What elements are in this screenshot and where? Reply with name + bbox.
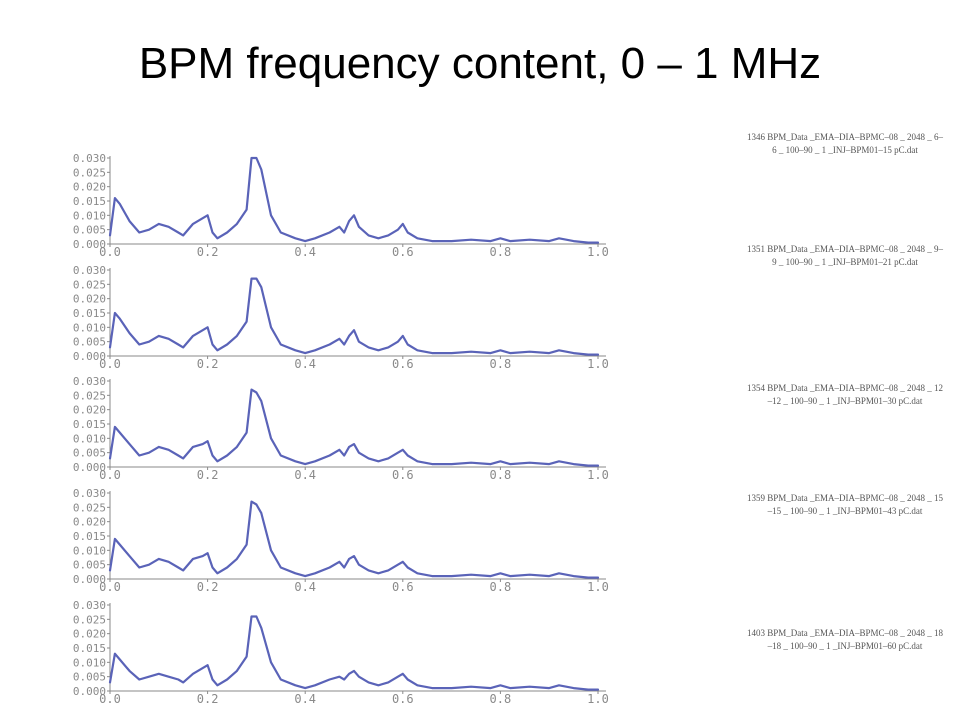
x-tick-label: 0.2 bbox=[197, 357, 219, 371]
x-tick-label: 0.4 bbox=[294, 357, 316, 371]
y-tick-label: 0.015 bbox=[73, 418, 106, 431]
x-tick-label: 0.0 bbox=[99, 245, 121, 259]
y-tick-label: 0.025 bbox=[73, 166, 106, 179]
x-tick-label: 0.4 bbox=[294, 468, 316, 482]
x-tick-label: 1.0 bbox=[587, 357, 609, 371]
x-tick-label: 0.6 bbox=[392, 468, 414, 482]
y-tick-label: 0.010 bbox=[73, 432, 106, 445]
y-tick-label: 0.005 bbox=[73, 447, 106, 460]
x-tick-label: 0.2 bbox=[197, 580, 219, 594]
x-tick-label: 0.4 bbox=[294, 580, 316, 594]
x-tick-label: 0.6 bbox=[392, 245, 414, 259]
x-tick-label: 0.8 bbox=[490, 357, 512, 371]
x-tick-label: 0.4 bbox=[294, 692, 316, 706]
spectrum-line bbox=[108, 277, 600, 356]
x-tick-label: 0.6 bbox=[392, 357, 414, 371]
y-tick-label: 0.030 bbox=[73, 487, 106, 500]
y-tick-label: 0.020 bbox=[73, 181, 106, 194]
x-tick-label: 0.8 bbox=[490, 580, 512, 594]
x-tick-label: 0.8 bbox=[490, 245, 512, 259]
x-tick-label: 0.2 bbox=[197, 692, 219, 706]
x-tick-label: 1.0 bbox=[587, 692, 609, 706]
file-caption: 1346 BPM_Data _EMA–DIA–BPMC–08 _ 2048 _ … bbox=[746, 132, 943, 155]
x-tick-label: 0.2 bbox=[197, 245, 219, 259]
x-tick-label: 0.4 bbox=[294, 245, 316, 259]
x-tick-label: 1.0 bbox=[587, 245, 609, 259]
y-tick-label: 0.000 bbox=[73, 573, 106, 586]
y-tick-label: 0.005 bbox=[73, 671, 106, 684]
y-tick-label: 0.020 bbox=[73, 628, 106, 641]
y-tick-label: 0.000 bbox=[73, 238, 106, 251]
spectrum-line bbox=[108, 500, 600, 579]
file-caption: 1403 BPM_Data _EMA–DIA–BPMC–08 _ 2048 _ … bbox=[746, 628, 943, 651]
x-tick-label: 0.8 bbox=[490, 692, 512, 706]
y-tick-label: 0.030 bbox=[73, 375, 106, 388]
x-tick-label: 0.2 bbox=[197, 468, 219, 482]
y-tick-label: 0.010 bbox=[73, 321, 106, 334]
y-tick-label: 0.005 bbox=[73, 559, 106, 572]
x-tick-label: 0.0 bbox=[99, 580, 121, 594]
y-tick-label: 0.030 bbox=[73, 599, 106, 612]
x-tick-label: 1.0 bbox=[587, 580, 609, 594]
y-tick-label: 0.030 bbox=[73, 264, 106, 277]
x-tick-label: 0.8 bbox=[490, 468, 512, 482]
x-tick-label: 0.0 bbox=[99, 468, 121, 482]
x-tick-label: 1.0 bbox=[587, 468, 609, 482]
y-tick-label: 0.015 bbox=[73, 307, 106, 320]
y-tick-label: 0.025 bbox=[73, 278, 106, 291]
y-tick-label: 0.000 bbox=[73, 685, 106, 698]
y-tick-label: 0.030 bbox=[73, 152, 106, 165]
x-tick-label: 0.6 bbox=[392, 692, 414, 706]
file-caption: 1351 BPM_Data _EMA–DIA–BPMC–08 _ 2048 _ … bbox=[746, 244, 943, 267]
file-caption: 1354 BPM_Data _EMA–DIA–BPMC–08 _ 2048 _ … bbox=[746, 383, 943, 406]
x-tick-label: 0.0 bbox=[99, 357, 121, 371]
slide-title: BPM frequency content, 0 – 1 MHz bbox=[138, 39, 822, 88]
y-tick-label: 0.010 bbox=[73, 544, 106, 557]
y-tick-label: 0.000 bbox=[73, 461, 106, 474]
y-tick-label: 0.000 bbox=[73, 350, 106, 363]
y-tick-label: 0.015 bbox=[73, 195, 106, 208]
y-tick-label: 0.025 bbox=[73, 501, 106, 514]
y-tick-label: 0.020 bbox=[73, 293, 106, 306]
file-caption: 1359 BPM_Data _EMA–DIA–BPMC–08 _ 2048 _ … bbox=[746, 493, 943, 516]
y-tick-label: 0.025 bbox=[73, 613, 106, 626]
y-tick-label: 0.020 bbox=[73, 516, 106, 529]
x-tick-label: 0.6 bbox=[392, 580, 414, 594]
spectrum-line bbox=[108, 615, 600, 691]
y-tick-label: 0.005 bbox=[73, 336, 106, 349]
y-tick-label: 0.010 bbox=[73, 656, 106, 669]
x-tick-label: 0.0 bbox=[99, 692, 121, 706]
y-tick-label: 0.015 bbox=[73, 642, 106, 655]
y-tick-label: 0.020 bbox=[73, 404, 106, 417]
spectrum-line bbox=[108, 156, 600, 244]
spectrum-line bbox=[108, 388, 600, 467]
y-tick-label: 0.005 bbox=[73, 224, 106, 237]
y-tick-label: 0.010 bbox=[73, 209, 106, 222]
y-tick-label: 0.025 bbox=[73, 389, 106, 402]
y-tick-label: 0.015 bbox=[73, 530, 106, 543]
